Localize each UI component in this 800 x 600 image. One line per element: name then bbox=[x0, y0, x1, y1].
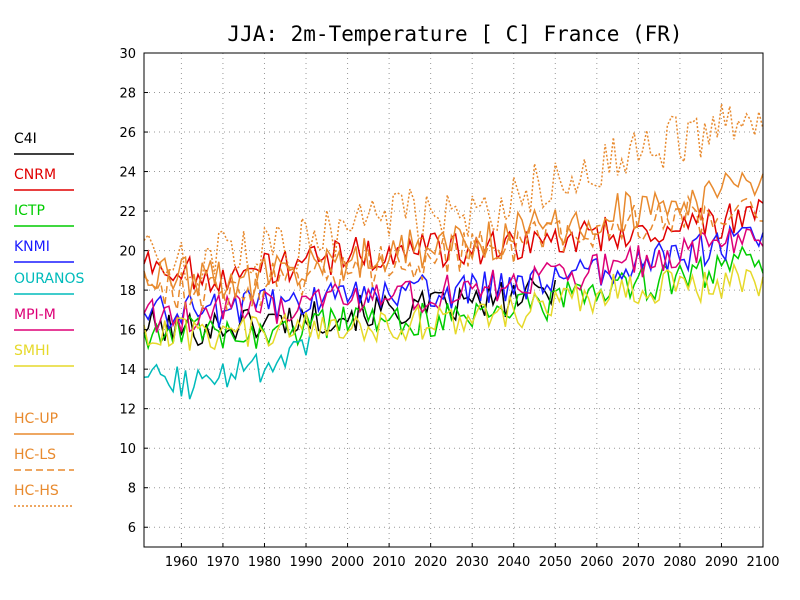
y-tick-label: 8 bbox=[128, 482, 136, 497]
series-line-ouranos bbox=[143, 332, 311, 400]
x-tick-label: 2010 bbox=[373, 555, 406, 570]
x-tick-label: 1990 bbox=[289, 555, 322, 570]
x-tick-label: 2070 bbox=[622, 555, 655, 570]
x-axis: 1960 1970 1980 1990 2000 2010 2020 2030 2040 2050… bbox=[165, 543, 780, 570]
y-tick-label: 24 bbox=[119, 166, 136, 181]
y-tick-label: 14 bbox=[119, 363, 136, 378]
plot-frame bbox=[143, 52, 764, 548]
series-line-hc-ls bbox=[143, 194, 764, 312]
legend: C4I CNRM ICTP KNMI OURANOS MPI-M SMHI HC-UP HC-L… bbox=[14, 131, 84, 507]
x-tick-label: 1980 bbox=[248, 555, 281, 570]
y-tick-label: 6 bbox=[128, 521, 136, 536]
legend-label: CNRM bbox=[14, 167, 56, 183]
y-tick-label: 18 bbox=[119, 284, 136, 299]
legend-label: MPI-M bbox=[14, 307, 56, 323]
y-tick-label: 28 bbox=[119, 87, 136, 102]
y-tick-label: 26 bbox=[119, 126, 136, 141]
y-tick-label: 20 bbox=[119, 245, 136, 260]
legend-label: KNMI bbox=[14, 239, 50, 255]
x-tick-label: 2080 bbox=[663, 555, 696, 570]
chart-title: JJA: 2m-Temperature [ C] France (FR) bbox=[227, 22, 682, 46]
series-line-cnrm bbox=[143, 198, 764, 294]
x-tick-label: 1970 bbox=[206, 555, 239, 570]
x-tick-label: 2060 bbox=[580, 555, 613, 570]
x-tick-label: 2020 bbox=[414, 555, 447, 570]
x-tick-label: 2030 bbox=[456, 555, 489, 570]
legend-label: HC-LS bbox=[14, 447, 56, 463]
y-tick-label: 16 bbox=[119, 324, 136, 339]
x-tick-label: 2040 bbox=[497, 555, 530, 570]
x-tick-label: 2100 bbox=[746, 555, 779, 570]
y-tick-label: 10 bbox=[119, 442, 136, 457]
legend-label: HC-UP bbox=[14, 411, 58, 427]
y-tick-label: 12 bbox=[119, 403, 136, 418]
legend-label: HC-HS bbox=[14, 483, 59, 499]
series-line-mpi-m bbox=[143, 228, 764, 333]
x-tick-label: 2050 bbox=[539, 555, 572, 570]
y-tick-label: 22 bbox=[119, 205, 136, 220]
legend-label: C4I bbox=[14, 131, 37, 147]
series-line-smhi bbox=[143, 262, 764, 351]
y-axis: 6 8 10 12 14 16 18 20 22 24 26 28 30 bbox=[119, 47, 148, 536]
y-tick-label: 30 bbox=[119, 47, 136, 62]
legend-label: OURANOS bbox=[14, 271, 84, 287]
x-tick-label: 2000 bbox=[331, 555, 364, 570]
series-lines bbox=[143, 103, 764, 400]
legend-label: ICTP bbox=[14, 203, 45, 219]
x-tick-label: 1960 bbox=[165, 555, 198, 570]
x-tick-label: 2090 bbox=[705, 555, 738, 570]
legend-label: SMHI bbox=[14, 343, 50, 359]
